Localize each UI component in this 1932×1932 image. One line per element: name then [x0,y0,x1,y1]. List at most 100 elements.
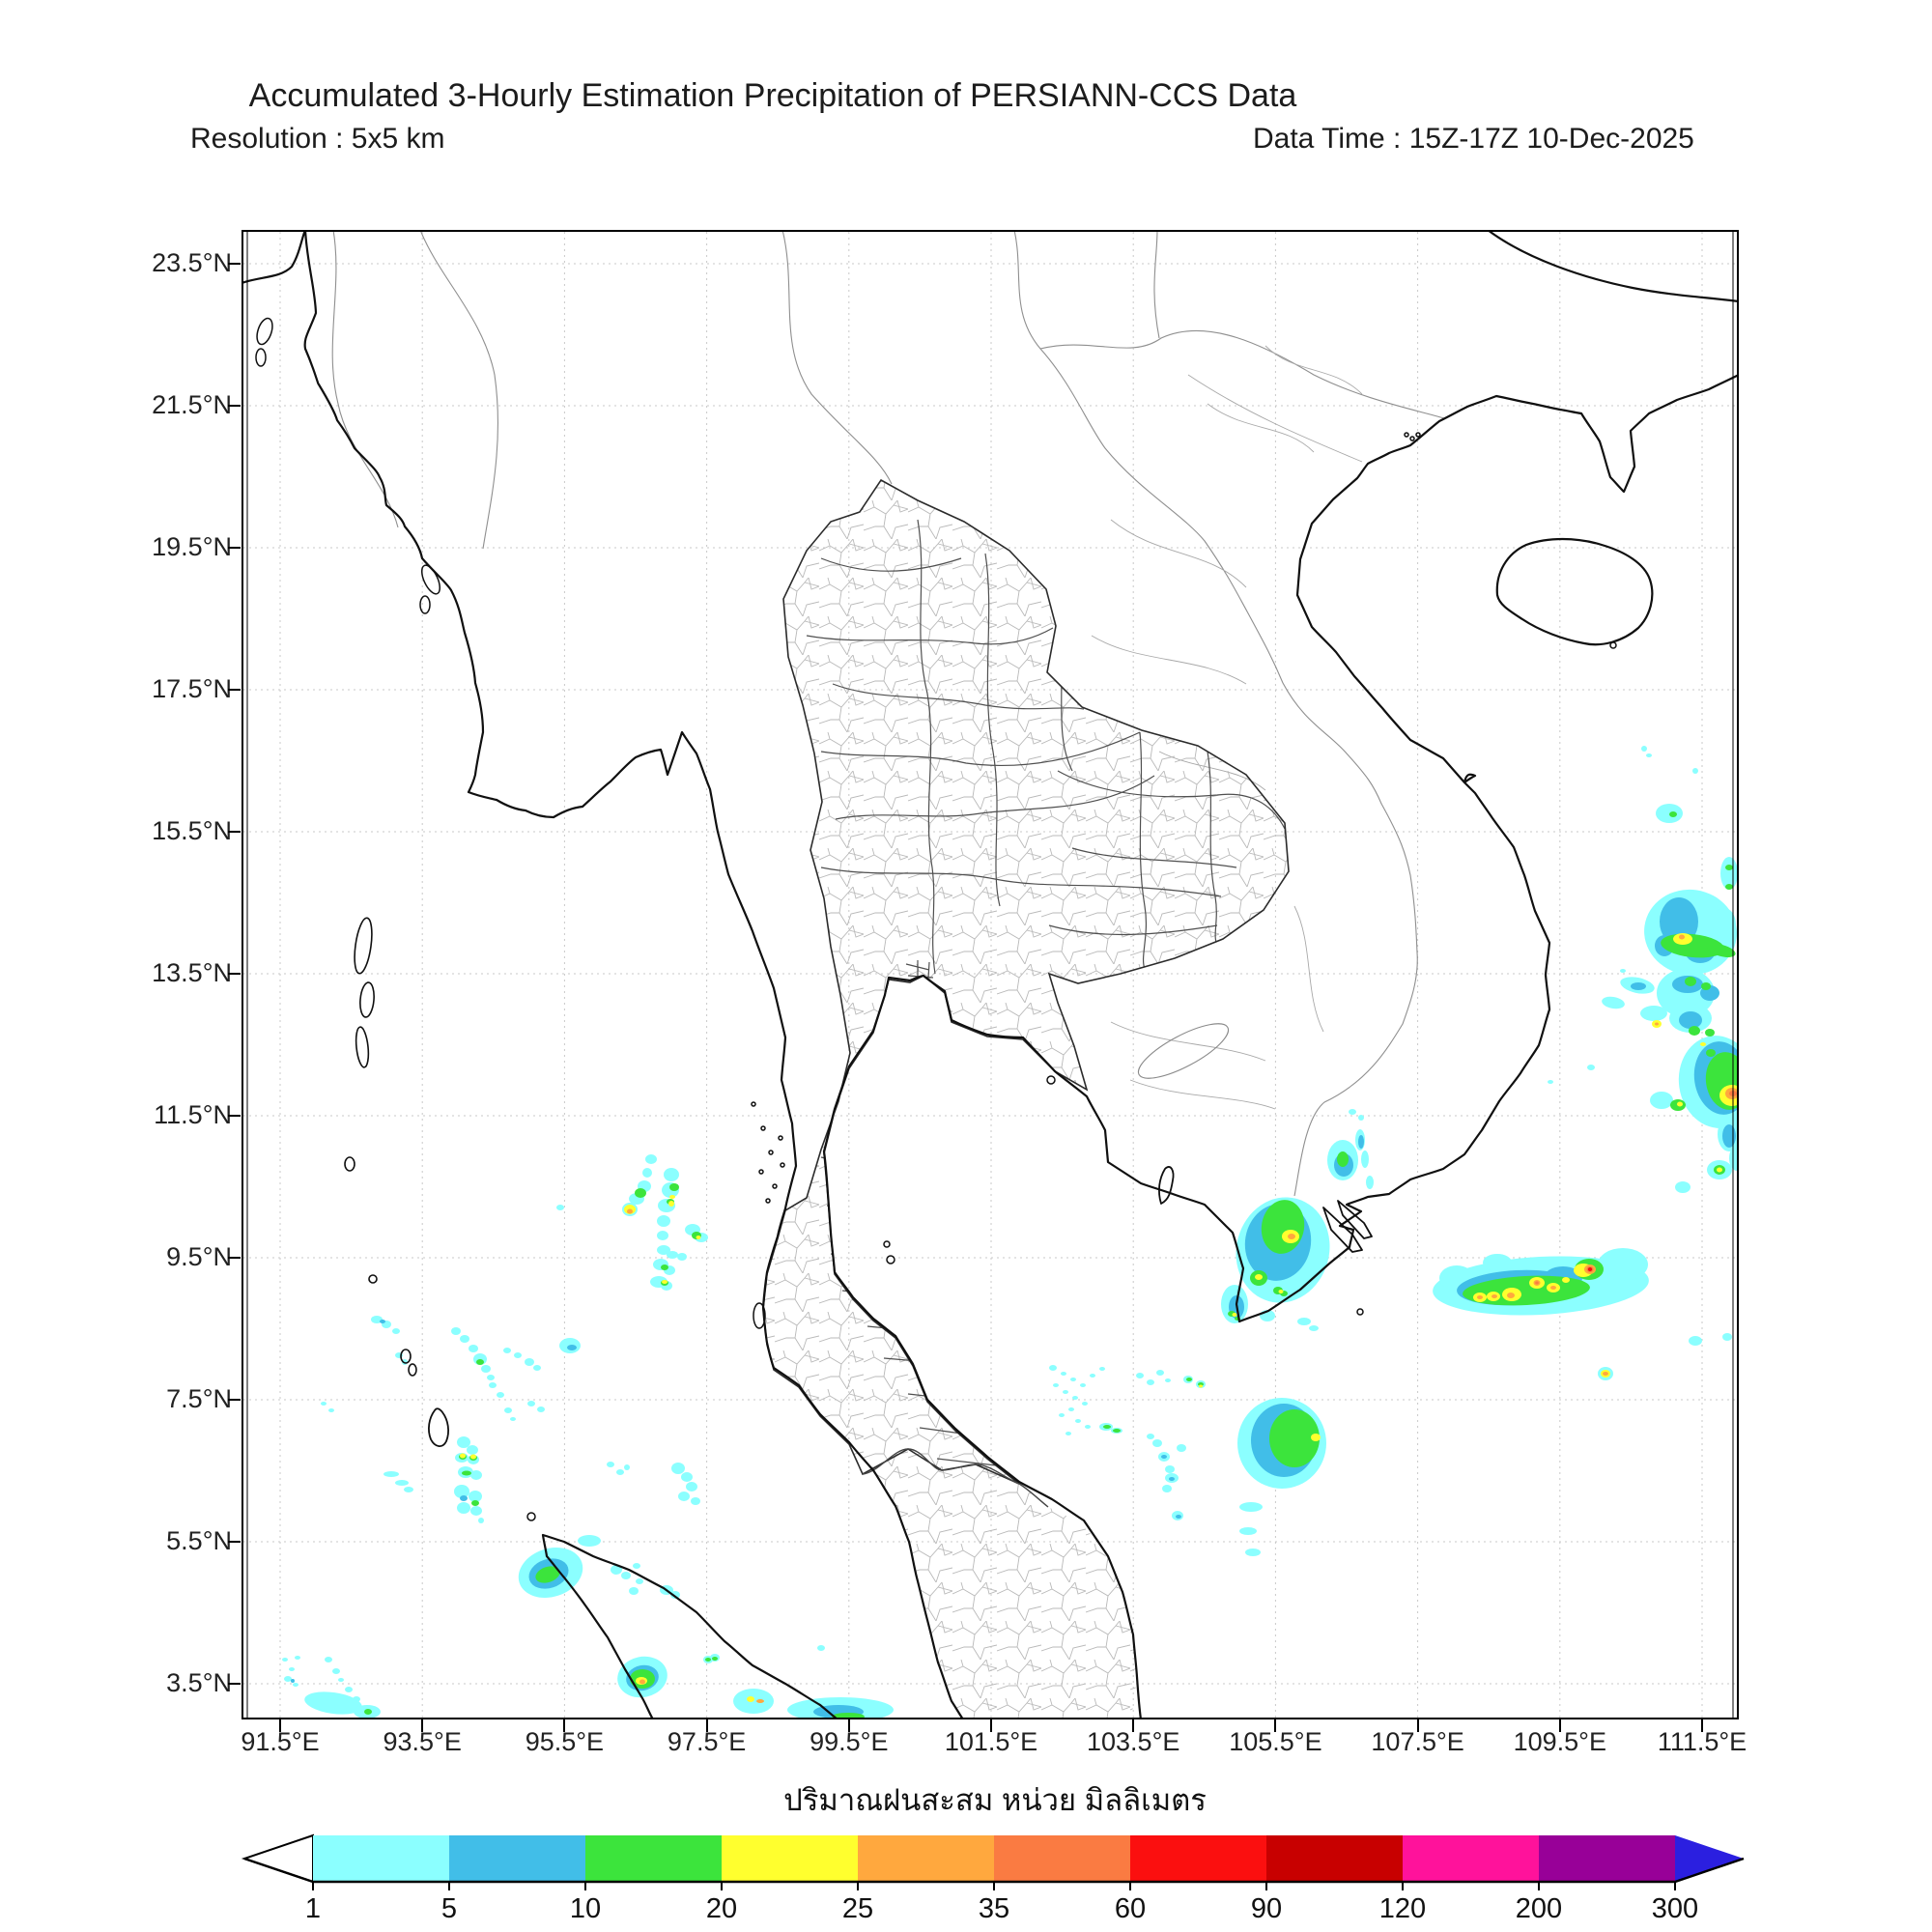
x-tick-label: 99.5°E [810,1727,889,1756]
colorbar-tickmark [584,1882,586,1890]
colorbar-tickmark [448,1882,450,1890]
y-axis-tickmark [228,547,241,549]
coastline-sumatra [541,1533,839,1719]
colorbar-segment [1266,1835,1403,1882]
island-great-nicobar [428,1407,449,1447]
map-frame-border [242,230,1739,1719]
y-axis-tickmark [228,1541,241,1543]
colorbar-segment [722,1835,858,1882]
x-tick-label: 103.5°E [1087,1727,1180,1756]
colorbar-segment [313,1835,449,1882]
border-laos-vietnam-cambodia [1013,230,1418,1197]
thailand-outline [762,478,1290,1485]
precipitation-layer [282,746,1739,1719]
colorbar-tick-label: 35 [978,1893,1010,1924]
colorbar-tickmark [1674,1882,1676,1890]
island-hainan [1495,537,1654,646]
x-axis-tickmark [279,1719,281,1732]
border-myanmar-china [781,230,893,485]
colorbar-tick-label: 90 [1250,1893,1283,1924]
colorbar-segment [994,1835,1130,1882]
y-axis-tickmark [228,831,241,833]
y-tick-label: 11.5°N [154,1100,232,1129]
precipitation-colorbar: 1 5 10 20 25 35 60 90 120 200 300 [0,1826,1932,1932]
colorbar-tick-label: 5 [440,1893,458,1924]
x-tick-label: 111.5°E [1657,1727,1747,1756]
x-tick-label: 91.5°E [241,1727,320,1756]
tonle-sap-lake [1137,1023,1230,1079]
y-tick-label: 17.5°N [152,674,232,703]
coastline-mainland-west [242,230,965,1719]
y-tick-label: 15.5°N [152,816,232,845]
colorbar-right-arrow [1675,1835,1744,1882]
x-tick-label: 101.5°E [944,1727,1038,1756]
colorbar-left-arrow [241,1833,314,1884]
x-axis-tickmark [1274,1719,1277,1732]
x-axis-tickmark [705,1719,708,1732]
colorbar-segments [313,1835,1675,1882]
x-axis-tickmark [1132,1719,1135,1732]
y-axis-tickmark [228,1257,241,1259]
colorbar-tick-label: 200 [1515,1893,1563,1924]
y-tick-label: 3.5°N [166,1668,232,1697]
colorbar-tick-label: 20 [705,1893,738,1924]
colorbar-tickmark [312,1882,314,1890]
x-axis-tickmark [1416,1719,1419,1732]
colorbar-tickmark [993,1882,995,1890]
border-china-north [1153,230,1160,339]
myanmar-offshore-islands [255,317,785,1204]
precip-red [1587,1267,1593,1271]
colorbar-segment [449,1835,585,1882]
x-tick-label: 95.5°E [525,1727,605,1756]
colorbar-canvas [241,1833,1745,1884]
colorbar-segment [858,1835,994,1882]
x-tick-label: 109.5°E [1513,1727,1606,1756]
gulf-islands [526,432,1617,1521]
map-figure [242,230,1739,1719]
y-tick-label: 7.5°N [166,1384,232,1413]
resolution-label: Resolution : 5x5 km [190,123,445,155]
colorbar-segment [585,1835,722,1882]
border-bangladesh-myanmar [331,230,399,528]
page-title: Accumulated 3-Hourly Estimation Precipit… [248,77,1297,114]
y-axis-tickmark [228,689,241,691]
x-axis-tickmark [1701,1719,1703,1732]
colorbar-tickmark [1402,1882,1404,1890]
coastlines [242,230,1739,1719]
border-china-vietnam [1039,329,1445,419]
colorbar-tickmark [721,1882,723,1890]
datatime-label: Data Time : 15Z-17Z 10-Dec-2025 [1253,123,1694,155]
precip-green [364,811,1739,1719]
y-axis-tickmark [228,1399,241,1401]
x-tick-label: 97.5°E [667,1727,747,1756]
colorbar-segment [1539,1835,1675,1882]
x-axis-tickmark [847,1719,850,1732]
colorbar-tick-label: 25 [841,1893,874,1924]
country-borders [331,230,1445,1197]
y-tick-label: 19.5°N [152,532,232,561]
x-tick-label: 107.5°E [1371,1727,1464,1756]
x-tick-label: 105.5°E [1229,1727,1322,1756]
y-tick-label: 13.5°N [152,958,232,987]
colorbar-tick-label: 60 [1114,1893,1147,1924]
mekong-delta-channels [1322,1200,1373,1253]
x-tick-label: 93.5°E [383,1727,462,1756]
y-axis-tickmark [228,405,241,407]
y-tick-label: 5.5°N [166,1526,232,1555]
x-axis-unit-label-thai: ปริมาณฝนสะสม หน่วย มิลลิเมตร [783,1783,1207,1817]
colorbar-tick-label: 10 [569,1893,602,1924]
colorbar-tickmark [1265,1882,1267,1890]
colorbar-tickmark [1129,1882,1131,1890]
y-axis-tickmark [228,973,241,975]
colorbar-tickmark [857,1882,859,1890]
y-axis-tickmark [228,263,241,265]
x-axis-tickmark [1558,1719,1561,1732]
y-tick-label: 9.5°N [166,1242,232,1271]
map-canvas [242,230,1739,1719]
colorbar-segment [1403,1835,1539,1882]
x-axis-tickmark [990,1719,992,1732]
coastline-china-upper [1486,230,1739,303]
colorbar-tick-label: 300 [1651,1893,1699,1924]
y-axis-tickmark [228,1683,241,1685]
